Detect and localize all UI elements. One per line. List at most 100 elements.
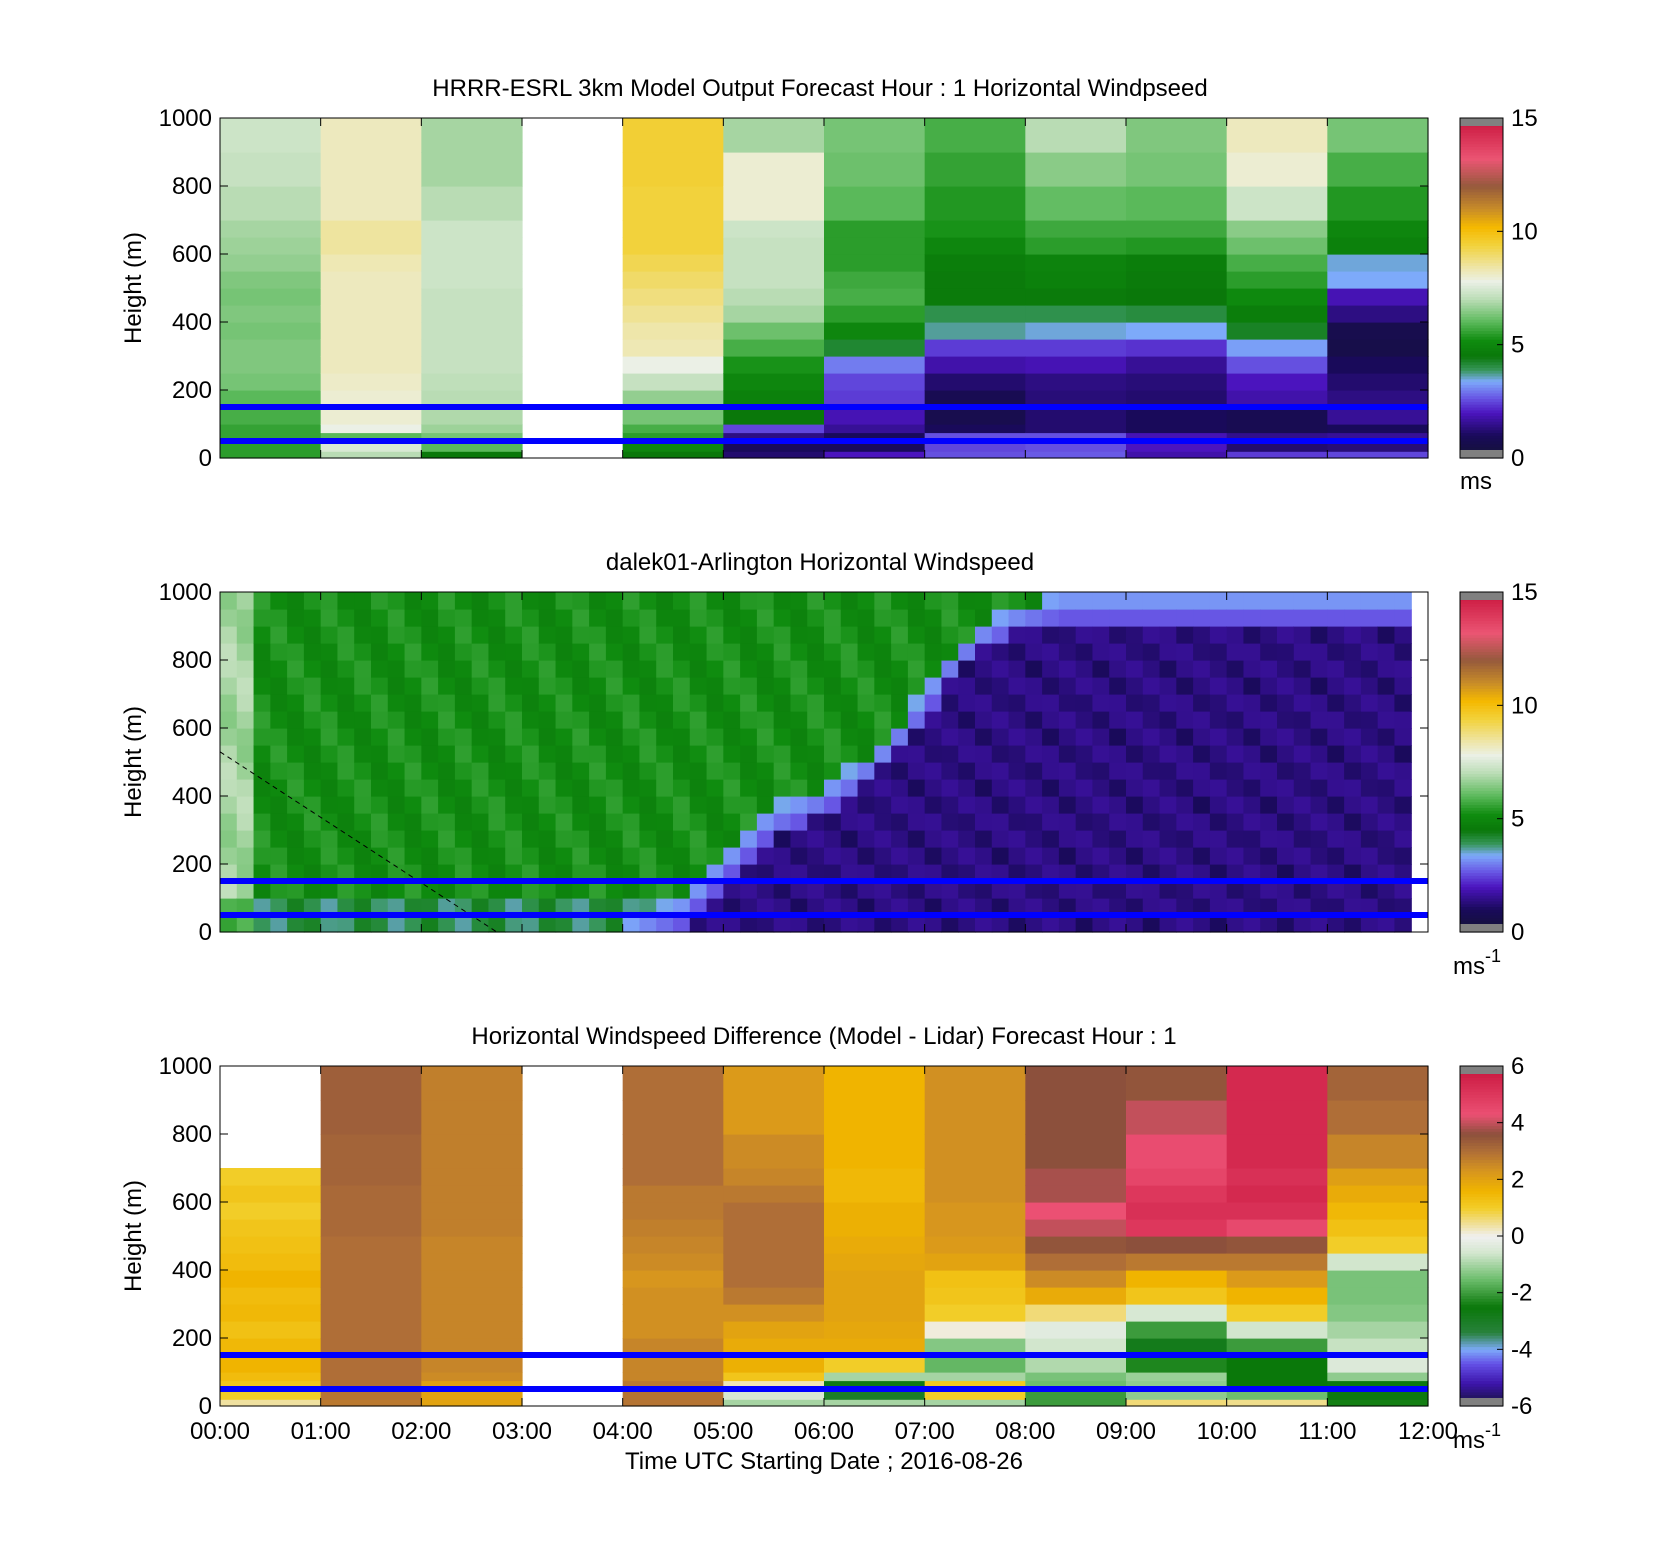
heatmap-cell <box>270 847 288 865</box>
heatmap-cell <box>1025 237 1127 255</box>
heatmap-cell <box>723 288 825 306</box>
heatmap-cell <box>522 881 540 899</box>
heatmap-cell <box>354 915 372 933</box>
heatmap-cell <box>958 728 976 746</box>
heatmap-cell <box>1142 881 1161 899</box>
heatmap-cell <box>253 643 271 661</box>
heatmap-cell <box>656 898 674 916</box>
heatmap-cell <box>790 830 808 848</box>
heatmap-cell <box>471 847 490 865</box>
heatmap-cell <box>605 830 624 848</box>
heatmap-cell <box>723 220 825 238</box>
heatmap-cell <box>220 1168 322 1186</box>
colorbar-frame <box>1459 117 1504 459</box>
heatmap-cell <box>589 813 607 831</box>
heatmap-cell <box>572 626 590 644</box>
colorbar-swatch <box>1460 736 1503 740</box>
heatmap-cell <box>824 626 842 644</box>
heatmap-cell <box>807 881 825 899</box>
heatmap-cell <box>874 864 892 882</box>
heatmap-cell <box>924 152 1026 187</box>
heatmap-cell <box>320 1219 422 1237</box>
heatmap-cell <box>253 881 271 899</box>
heatmap-cell <box>1126 432 1228 444</box>
heatmap-cell <box>371 830 389 848</box>
heatmap-cell <box>706 694 724 712</box>
heatmap-cell <box>656 677 674 695</box>
colorbar-swatch <box>1460 878 1503 882</box>
heatmap-cell <box>740 660 758 678</box>
heatmap-cell <box>1193 745 1211 763</box>
heatmap-cell <box>723 864 741 882</box>
heatmap-cell <box>1260 643 1278 661</box>
heatmap-cell <box>320 779 339 797</box>
heatmap-cell <box>824 451 926 459</box>
heatmap-cell <box>421 779 439 797</box>
heatmap-cell <box>1277 813 1295 831</box>
panel-difference-xlabel: Time UTC Starting Date ; 2016-08-26 <box>625 1448 1023 1475</box>
colorbar-swatch <box>1460 194 1503 198</box>
heatmap-cell <box>706 881 724 899</box>
heatmap-cell <box>253 864 271 882</box>
heatmap-cell <box>790 813 808 831</box>
heatmap-cell <box>622 1066 724 1101</box>
heatmap-cell <box>522 779 540 797</box>
colorbar-swatch <box>1460 1202 1503 1206</box>
heatmap-cell <box>1360 711 1379 729</box>
heatmap-cell <box>723 1253 825 1271</box>
heatmap-cell <box>387 626 406 644</box>
heatmap-cell <box>1226 1168 1328 1186</box>
heatmap-cell <box>773 813 792 831</box>
colorbar-swatch <box>1460 1233 1503 1237</box>
heatmap-cell <box>1193 728 1211 746</box>
heatmap-cell <box>1344 660 1362 678</box>
heatmap-cell <box>1092 881 1110 899</box>
heatmap-cell <box>387 677 406 695</box>
heatmap-cell <box>421 1253 523 1271</box>
heatmap-cell <box>1159 762 1177 780</box>
heatmap-cell <box>337 728 355 746</box>
heatmap-cell <box>1126 745 1144 763</box>
colorbar-swatch <box>1460 1199 1503 1203</box>
y-tick-label: 1000 <box>159 105 212 132</box>
heatmap-cell <box>522 745 540 763</box>
heatmap-cell <box>220 745 238 763</box>
heatmap-cell <box>807 592 825 610</box>
heatmap-cell <box>488 762 506 780</box>
colorbar-swatch <box>1460 1159 1503 1163</box>
heatmap-cell <box>622 1185 724 1203</box>
colorbar-swatch <box>1460 1292 1503 1297</box>
heatmap-cell <box>1394 830 1412 848</box>
heatmap-cell <box>421 390 523 408</box>
heatmap-cell <box>572 847 590 865</box>
heatmap-cell <box>320 847 339 865</box>
y-tick-label: 200 <box>172 1325 212 1352</box>
heatmap-cell <box>1327 1202 1429 1220</box>
heatmap-cell <box>488 915 506 933</box>
colorbar-swatch <box>1460 1372 1503 1376</box>
heatmap-cell <box>824 864 842 882</box>
heatmap-cell <box>454 898 473 916</box>
heatmap-cell <box>1058 881 1077 899</box>
heatmap-cell <box>622 1355 724 1373</box>
colorbar-swatch <box>1460 818 1503 823</box>
heatmap-cell <box>874 711 892 729</box>
heatmap-cell <box>1042 626 1060 644</box>
heatmap-cell <box>1310 609 1328 627</box>
heatmap-cell <box>622 1287 724 1305</box>
heatmap-cell <box>824 728 842 746</box>
heatmap-cell <box>958 796 976 814</box>
heatmap-cell <box>924 356 1026 374</box>
heatmap-cell <box>421 1236 523 1254</box>
heatmap-cell <box>723 694 741 712</box>
heatmap-cell <box>371 864 389 882</box>
heatmap-cell <box>790 762 808 780</box>
heatmap-cell <box>1193 830 1211 848</box>
colorbar-swatch <box>1460 623 1503 627</box>
heatmap-cell <box>857 864 875 882</box>
colorbar-swatch <box>1460 1247 1503 1251</box>
heatmap-cell <box>354 847 372 865</box>
heatmap-cell <box>1327 626 1345 644</box>
heatmap-cell <box>924 1355 1026 1373</box>
heatmap-cell <box>1008 915 1026 933</box>
